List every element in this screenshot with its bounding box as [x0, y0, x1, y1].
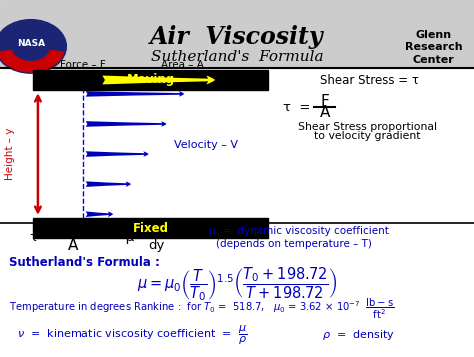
Text: Velocity – V: Velocity – V [174, 140, 238, 150]
Text: =   μ: = μ [102, 231, 134, 244]
Text: (depends on temperature – T): (depends on temperature – T) [216, 239, 372, 249]
Bar [33, 218, 268, 238]
Text: to velocity gradient: to velocity gradient [314, 131, 420, 141]
Text: Area – A: Area – A [161, 60, 204, 70]
Wedge shape [0, 49, 64, 72]
Circle shape [0, 20, 66, 73]
Text: Sutherland's  Formula: Sutherland's Formula [151, 50, 323, 64]
Text: μ  =  dynamic viscosity coefficient: μ = dynamic viscosity coefficient [209, 226, 388, 236]
Text: dy: dy [148, 239, 164, 252]
Text: F: F [69, 222, 78, 237]
Text: NASA: NASA [17, 39, 45, 48]
Text: F: F [320, 94, 329, 109]
Text: Shear Stress proportional: Shear Stress proportional [298, 122, 437, 132]
Text: Shear Stress = τ: Shear Stress = τ [320, 74, 419, 87]
Wedge shape [0, 21, 64, 51]
Text: $\mu = \mu_0 \left(\dfrac{T}{T_0}\right)^{1.5} \left(\dfrac{T_0 + 198.72}{T + 19: $\mu = \mu_0 \left(\dfrac{T}{T_0}\right)… [137, 265, 337, 303]
Text: $\rho$  =  density: $\rho$ = density [322, 328, 395, 342]
Text: dV: dV [147, 223, 165, 236]
Text: A: A [68, 238, 79, 253]
Text: $\nu$  =  kinematic viscosity coefficient  =  $\dfrac{\mu}{\rho}$: $\nu$ = kinematic viscosity coefficient … [17, 323, 247, 347]
Text: A: A [319, 105, 330, 120]
Text: τ  =: τ = [29, 231, 57, 244]
Text: Temperature in degrees Rankine :  for $T_0$ =  518.7,   $\mu_0$ = 3.62 × 10$^{-7: Temperature in degrees Rankine : for $T_… [9, 296, 395, 321]
Text: Height – y: Height – y [5, 128, 16, 180]
Text: Sutherland's Formula :: Sutherland's Formula : [9, 256, 160, 269]
Bar [0, 0, 474, 68]
Text: Fixed: Fixed [133, 222, 168, 235]
Bar [33, 70, 268, 90]
Text: Glenn
Research
Center: Glenn Research Center [404, 30, 462, 65]
Text: Force – F: Force – F [60, 60, 106, 70]
Text: τ  =: τ = [283, 101, 310, 114]
Text: Moving: Moving [127, 74, 174, 86]
Text: Air  Viscosity: Air Viscosity [150, 25, 324, 50]
